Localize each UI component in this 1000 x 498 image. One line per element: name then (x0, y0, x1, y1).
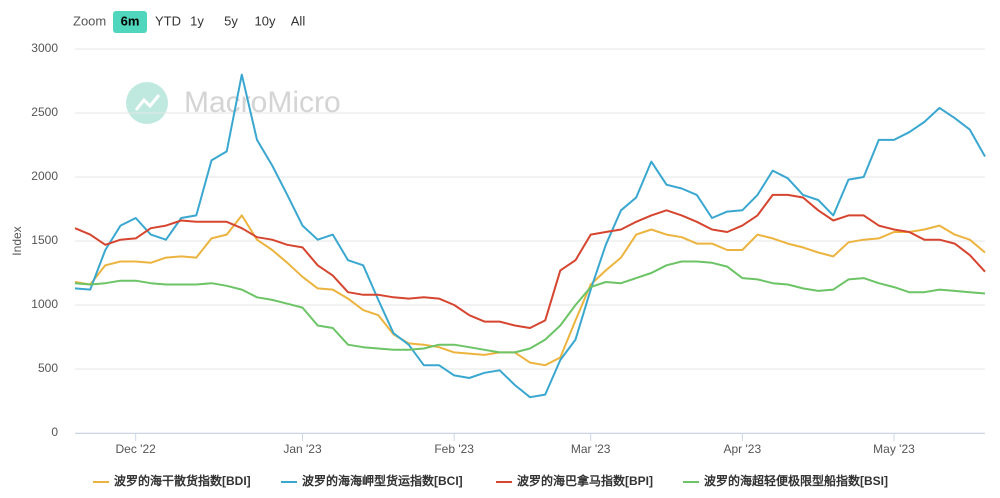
x-tick-label: Feb '23 (434, 442, 474, 456)
range-button[interactable]: YTD (155, 13, 181, 28)
watermark-icon-line (134, 94, 161, 111)
y-tick-label: 1000 (31, 297, 58, 311)
range-button[interactable]: 6m (121, 13, 140, 28)
legend-label[interactable]: 波罗的海巴拿马指数[BPI] (517, 473, 653, 488)
legend-label[interactable]: 波罗的海超轻便极限型船指数[BSI] (704, 473, 888, 488)
legend-label[interactable]: 波罗的海海岬型货运指数[BCI] (302, 473, 463, 488)
x-tick-label: Mar '23 (571, 442, 611, 456)
series-line (74, 193, 986, 329)
range-button[interactable]: 1y (190, 13, 204, 28)
y-tick-label: 2000 (31, 169, 58, 183)
series-line (74, 73, 986, 399)
range-button[interactable]: 10y (255, 13, 276, 28)
y-tick-label: 1500 (31, 233, 58, 247)
legend-label[interactable]: 波罗的海干散货指数[BDI] (114, 473, 251, 488)
x-tick-label: Dec '22 (116, 442, 157, 456)
y-tick-label: 500 (38, 361, 58, 375)
y-axis-title: Index (10, 226, 24, 255)
y-tick-label: 2500 (31, 105, 58, 119)
range-button[interactable]: All (291, 13, 306, 28)
watermark-text: MacroMicro (184, 86, 341, 119)
y-tick-label: 3000 (31, 41, 58, 55)
range-button-bg[interactable] (113, 11, 147, 33)
x-tick-label: Apr '23 (724, 442, 762, 456)
zoom-label: Zoom (73, 13, 106, 28)
x-tick-label: May '23 (873, 442, 915, 456)
series-line (74, 214, 986, 367)
series-line (74, 260, 986, 354)
y-tick-label: 0 (51, 425, 58, 439)
x-tick-label: Jan '23 (283, 442, 322, 456)
range-button[interactable]: 5y (224, 13, 238, 28)
